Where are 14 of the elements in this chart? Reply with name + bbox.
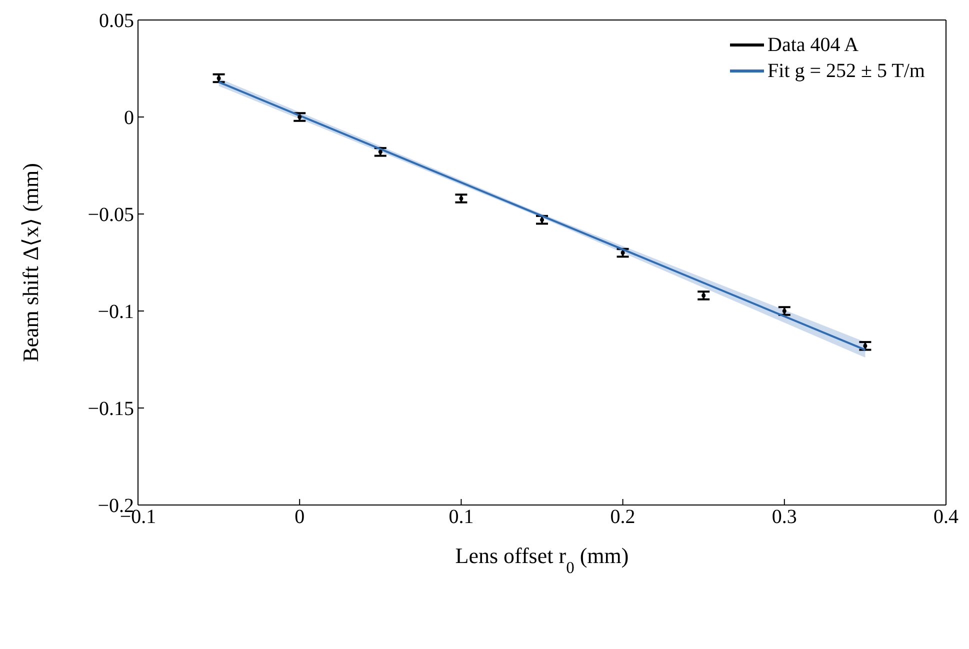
y-tick-label: −0.1 (98, 301, 134, 324)
y-tick-label: −0.05 (88, 204, 134, 226)
legend-label: Data 404 A (768, 33, 859, 58)
x-tick-label: 0 (294, 506, 305, 528)
x-tick-label: 0.3 (772, 506, 797, 528)
y-tick-label: 0.05 (99, 10, 134, 32)
x-tick-label: 0.1 (448, 506, 474, 528)
y-tick-label: 0 (124, 107, 134, 130)
x-tick-label: 0.2 (610, 506, 636, 528)
x-axis-title: Lens offset r$_{0}$ (mm) (455, 543, 629, 576)
y-axis-title: Beam shift Δ⟨x⟩ (mm) (18, 163, 43, 362)
x-tick-label: 0.4 (934, 506, 958, 528)
legend-label: Fit g = 252 ± 5 T/m (768, 59, 925, 84)
y-tick-label: −0.15 (88, 398, 134, 420)
